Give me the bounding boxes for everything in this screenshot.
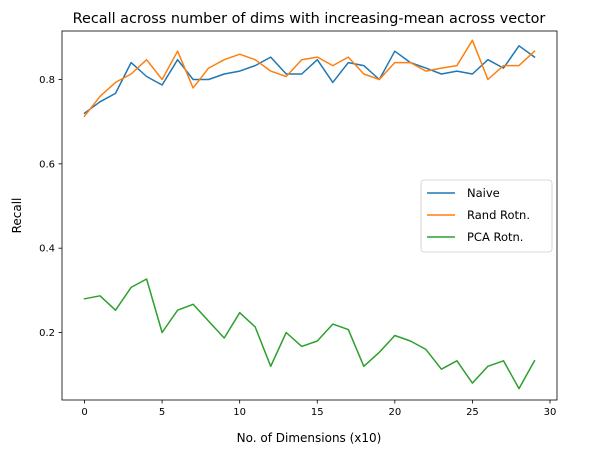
series-line-naive xyxy=(83,45,536,115)
y-axis: 0.2 0.4 0.6 0.8 xyxy=(39,75,62,339)
y-tick-label: 0.2 xyxy=(39,328,55,339)
x-tick-label: 30 xyxy=(544,407,557,418)
x-tick-label: 0 xyxy=(81,407,87,418)
chart-title: Recall across number of dims with increa… xyxy=(73,11,546,27)
x-axis: 0 5 10 15 20 25 30 xyxy=(81,400,556,418)
x-tick-label: 15 xyxy=(311,407,324,418)
series-line-rand-rotn xyxy=(83,39,536,118)
legend: Naive Rand Rotn. PCA Rotn. xyxy=(420,179,553,253)
series-lines xyxy=(83,39,536,390)
y-tick-label: 0.8 xyxy=(39,75,55,86)
x-tick-label: 5 xyxy=(159,407,165,418)
y-tick-label: 0.4 xyxy=(39,244,55,255)
plot-area xyxy=(61,30,558,401)
x-tick-label: 20 xyxy=(388,407,401,418)
x-tick-label: 10 xyxy=(233,407,246,418)
legend-label: PCA Rotn. xyxy=(467,230,523,244)
legend-label: Rand Rotn. xyxy=(467,208,530,222)
y-tick-label: 0.6 xyxy=(39,159,55,170)
series-line-pca-rotn xyxy=(83,278,536,390)
y-axis-label: Recall xyxy=(10,198,24,234)
x-tick-label: 25 xyxy=(466,407,479,418)
legend-box xyxy=(420,179,553,253)
x-axis-label: No. of Dimensions (x10) xyxy=(237,431,382,445)
legend-label: Naive xyxy=(467,186,500,200)
plot-frame xyxy=(61,30,558,401)
